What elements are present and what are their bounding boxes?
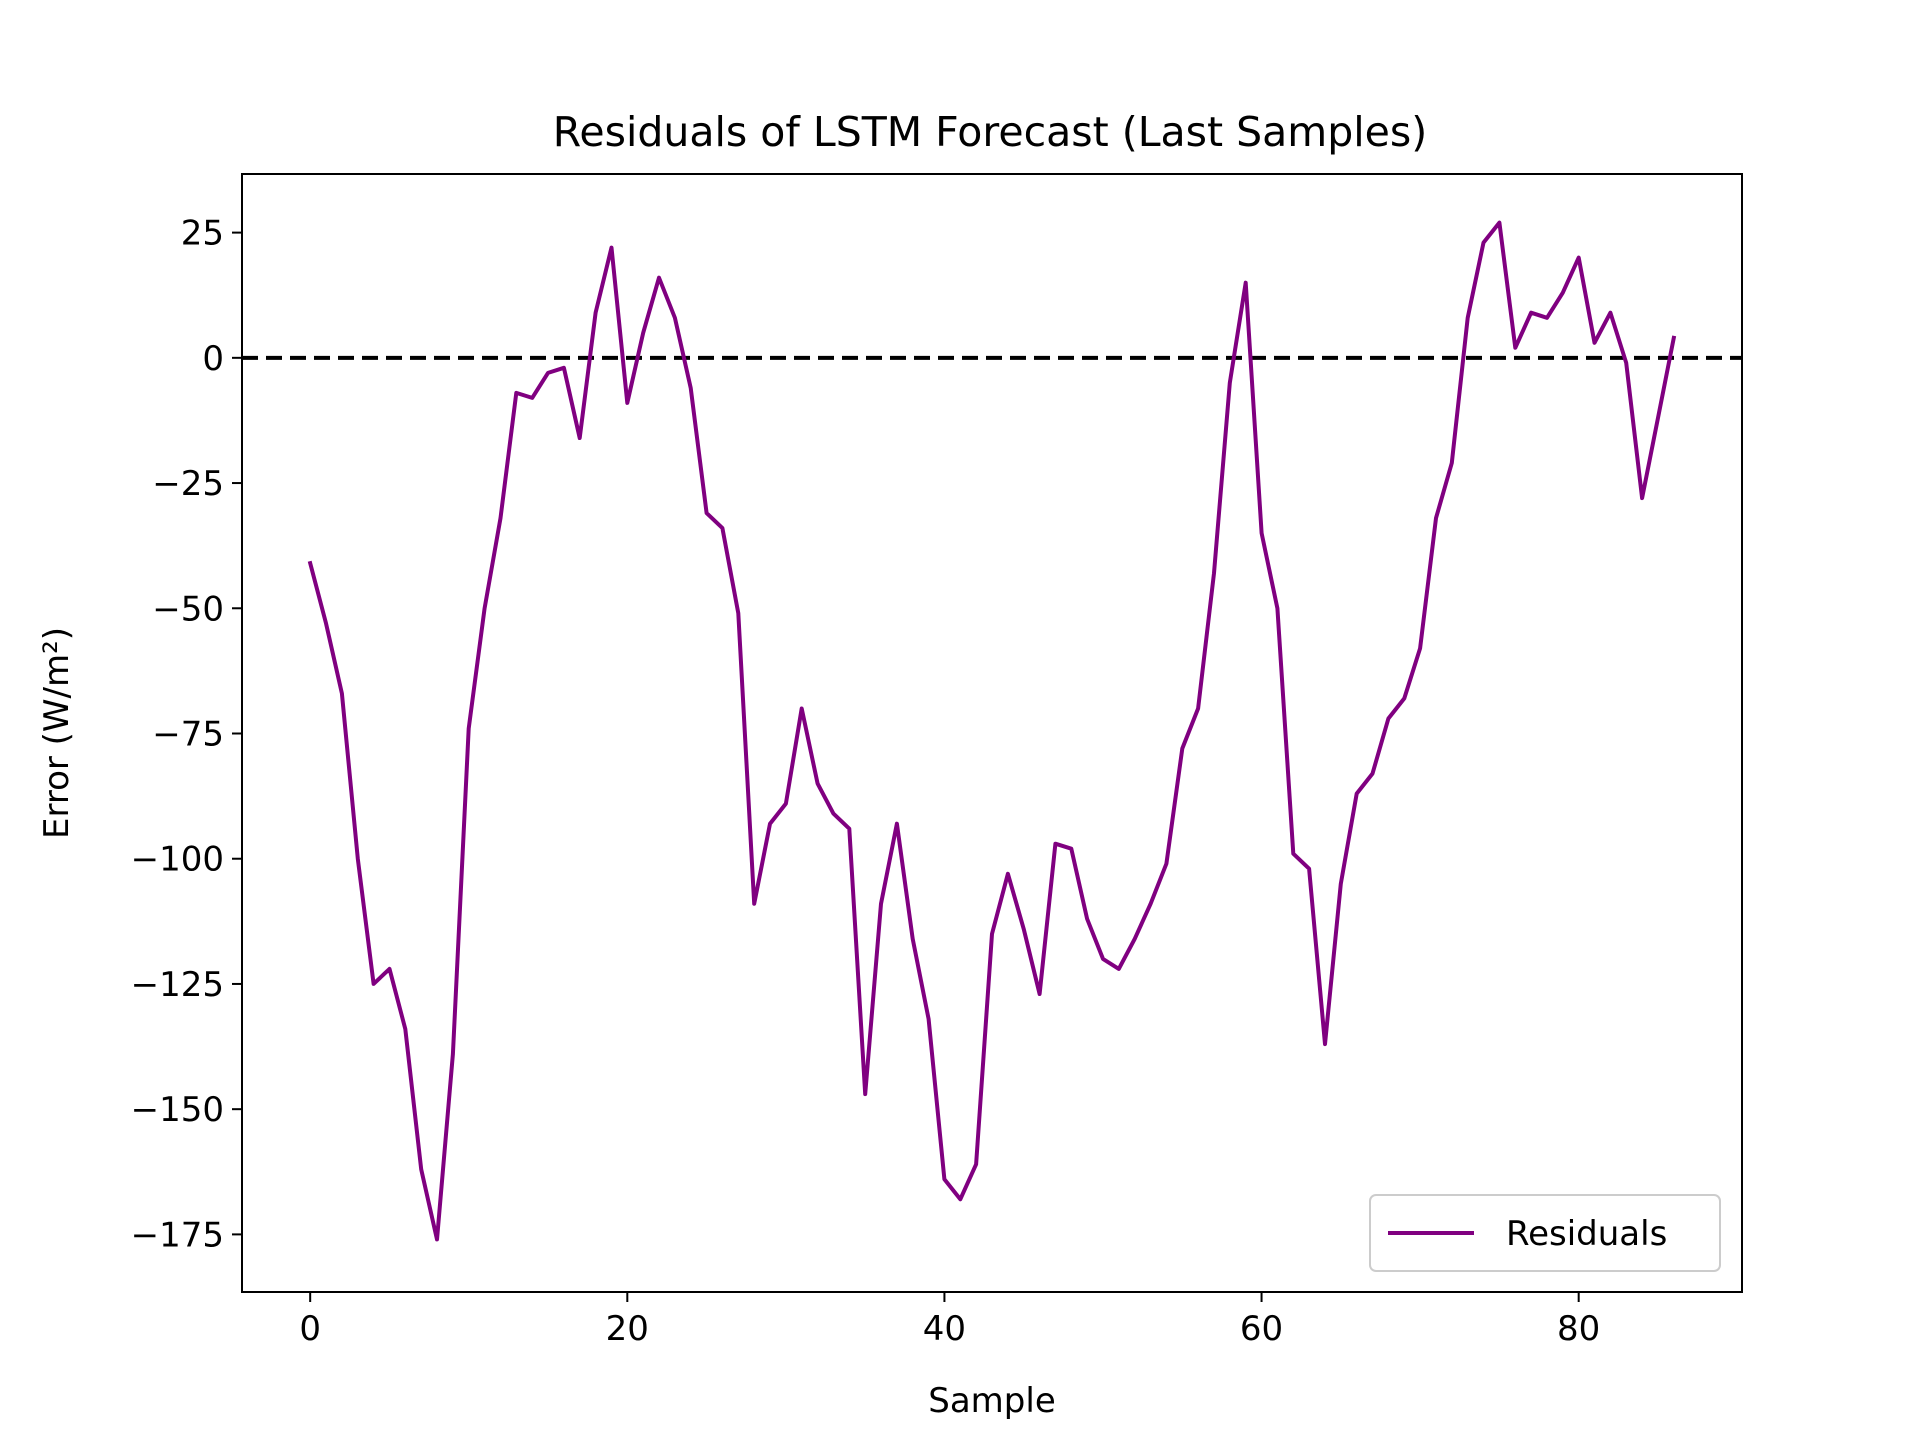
legend-label-residuals: Residuals	[1506, 1214, 1667, 1254]
legend: Residuals	[1369, 1194, 1721, 1272]
y-tick-label: −100	[131, 840, 224, 880]
x-tick-label: 40	[923, 1309, 966, 1349]
y-tick-label: −175	[131, 1215, 224, 1255]
legend-box	[1369, 1194, 1721, 1272]
y-tick-label: 25	[181, 214, 224, 254]
y-axis-label: Error (W/m²)	[37, 627, 77, 839]
x-tick-label: 60	[1240, 1309, 1283, 1349]
y-tick-label: −150	[131, 1090, 224, 1130]
y-axis: 25 0 −25 −50 −75 −100 −125 −150 −175	[131, 214, 242, 1255]
x-tick-label: 80	[1557, 1309, 1600, 1349]
x-tick-label: 0	[299, 1309, 321, 1349]
x-axis-label: Sample	[928, 1381, 1055, 1421]
plot-area	[242, 220, 1742, 1242]
x-axis: 0 20 40 60 80	[299, 1292, 1600, 1349]
y-tick-label: −50	[152, 589, 224, 629]
series-line-residuals	[307, 220, 1677, 1242]
y-tick-label: −125	[131, 965, 224, 1005]
y-tick-label: 0	[202, 339, 224, 379]
y-tick-label: −25	[152, 464, 224, 504]
chart-title: Residuals of LSTM Forecast (Last Samples…	[553, 108, 1427, 156]
y-tick-label: −75	[152, 715, 224, 755]
x-tick-label: 20	[606, 1309, 649, 1349]
